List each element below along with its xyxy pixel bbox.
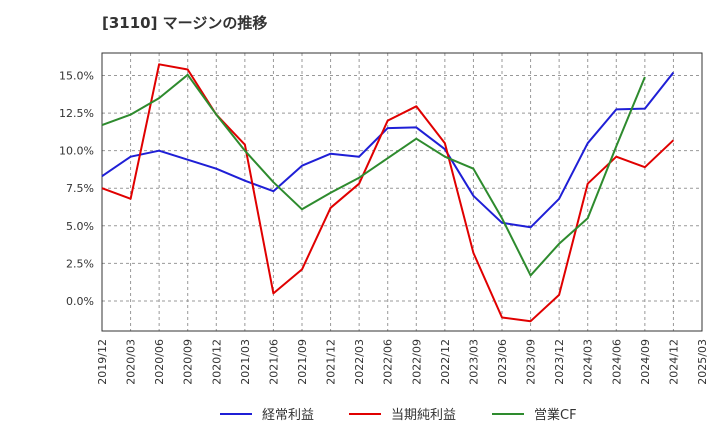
legend-item: 営業CF <box>492 404 577 423</box>
x-tick-label: 2024/03 <box>582 339 595 385</box>
plot-frame <box>101 52 703 332</box>
legend-item: 経常利益 <box>220 404 314 423</box>
series-line-1 <box>101 71 675 229</box>
legend-swatch <box>349 412 381 415</box>
x-tick-label: 2023/09 <box>525 339 538 385</box>
legend-swatch <box>492 412 524 415</box>
legend: 経常利益 当期純利益 営業CF <box>0 404 720 428</box>
x-tick-label: 2022/06 <box>382 339 395 385</box>
series-line-2 <box>101 63 675 323</box>
x-tick-label: 2020/06 <box>153 339 166 385</box>
x-tick-label: 2020/03 <box>125 339 138 385</box>
x-tick-label: 2021/03 <box>239 339 252 385</box>
x-tick-label: 2021/06 <box>267 339 280 385</box>
legend-label: 当期純利益 <box>391 408 457 423</box>
x-tick-label: 2023/06 <box>496 339 509 385</box>
y-tick-label: 15.0% <box>59 70 94 83</box>
y-tick-label: 10.0% <box>59 145 94 158</box>
plot-area <box>102 53 702 331</box>
x-tick-label: 2024/09 <box>639 339 652 385</box>
x-tick-label: 2021/12 <box>325 339 338 385</box>
legend-item: 当期純利益 <box>349 404 456 423</box>
legend-swatch <box>220 412 252 415</box>
x-tick-label: 2022/12 <box>439 339 452 385</box>
y-tick-label: 7.5% <box>66 182 94 195</box>
series-line-3 <box>101 73 646 277</box>
x-tick-label: 2020/12 <box>210 339 223 385</box>
x-tick-label: 2020/09 <box>182 339 195 385</box>
y-tick-label: 12.5% <box>59 107 94 120</box>
legend-label: 営業CF <box>534 408 577 423</box>
x-tick-label: 2019/12 <box>96 339 109 385</box>
x-tick-label: 2021/09 <box>296 339 309 385</box>
y-tick-label: 5.0% <box>66 220 94 233</box>
x-tick-label: 2024/06 <box>610 339 623 385</box>
x-tick-label: 2025/03 <box>696 339 709 385</box>
legend-label: 経常利益 <box>262 408 315 423</box>
chart-title: [3110] マージンの推移 <box>102 14 268 32</box>
y-tick-label: 0.0% <box>66 295 94 308</box>
x-tick-label: 2022/09 <box>410 339 423 385</box>
x-tick-label: 2023/12 <box>553 339 566 385</box>
y-tick-label: 2.5% <box>66 257 94 270</box>
x-tick-label: 2024/12 <box>667 339 680 385</box>
x-tick-label: 2022/03 <box>353 339 366 385</box>
x-tick-label: 2023/03 <box>467 339 480 385</box>
